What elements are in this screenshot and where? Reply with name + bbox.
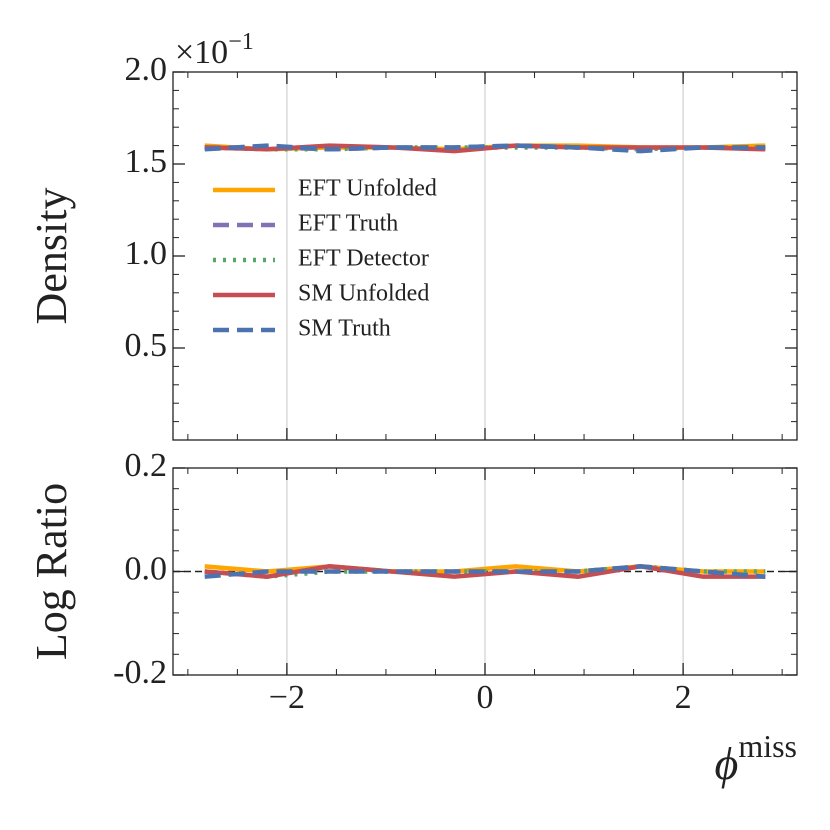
- legend-label: EFT Unfolded: [298, 176, 437, 202]
- x-axis-label: ϕmiss: [715, 728, 798, 788]
- legend-label: EFT Truth: [298, 211, 398, 237]
- axes-frame: [172, 467, 798, 676]
- x-tick-label: −2: [269, 679, 305, 716]
- y-tick-label: 0.2: [125, 447, 168, 484]
- x-tick-label: 0: [477, 679, 494, 716]
- x-label-base: ϕ: [715, 738, 739, 789]
- y-axis-label: Log Ratio: [27, 483, 76, 660]
- x-tick-label: 2: [675, 679, 692, 716]
- y-tick-label: 2.0: [125, 51, 168, 88]
- offset-base: ×10: [175, 34, 228, 71]
- legend-label: EFT Detector: [298, 246, 429, 272]
- y-tick-label: 1.0: [125, 235, 168, 272]
- legend-label: SM Truth: [298, 316, 391, 342]
- y-tick-label: 0.0: [125, 550, 168, 587]
- y-axis-label: Density: [27, 188, 76, 325]
- x-label-sup: miss: [738, 728, 797, 764]
- series-line: [204, 564, 766, 579]
- y-tick-label: -0.2: [113, 654, 167, 691]
- series-line: [204, 564, 766, 579]
- y-tick-label: 1.5: [125, 143, 168, 180]
- offset-label: ×10−1: [175, 29, 254, 71]
- legend-label: SM Unfolded: [298, 281, 429, 307]
- axes-frame: [172, 71, 798, 441]
- offset-exponent: −1: [228, 29, 254, 55]
- y-tick-label: 0.5: [125, 327, 168, 364]
- series-line: [204, 564, 766, 579]
- series-line: [204, 143, 766, 154]
